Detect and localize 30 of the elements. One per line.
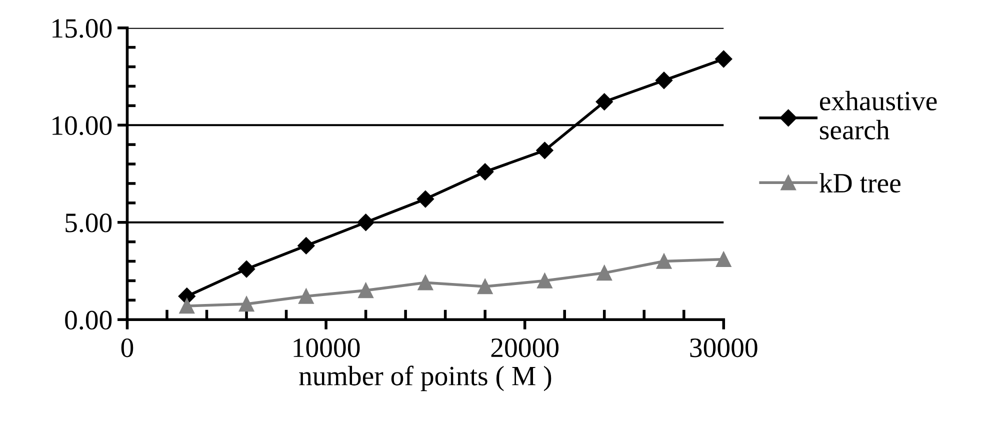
x-axis-title: number of points ( M ): [299, 366, 552, 392]
point: [298, 288, 314, 304]
point: [358, 282, 374, 298]
point: [596, 265, 612, 281]
legend-label: kD tree: [819, 173, 900, 193]
y-tick-label: 10.00: [52, 116, 112, 136]
x-tick-label: 20000: [491, 338, 558, 358]
point: [476, 163, 494, 180]
point: [715, 50, 732, 68]
x-tick-label: 0: [121, 338, 134, 358]
point: [416, 190, 434, 208]
point: [716, 252, 732, 267]
point: [656, 254, 672, 269]
point: [655, 72, 673, 89]
point: [536, 142, 554, 159]
point: [418, 275, 434, 290]
point: [537, 273, 552, 288]
point: [357, 214, 374, 231]
point: [238, 296, 254, 312]
point: [238, 260, 256, 278]
point: [179, 298, 195, 314]
y-tick-label: 5.00: [66, 214, 112, 232]
x-tick-label: 30000: [690, 338, 758, 358]
point: [298, 237, 315, 254]
legend-label: exhaustive search: [820, 90, 937, 140]
x-tick-label: 10000: [294, 338, 360, 358]
y-tick-label: 15.00: [52, 19, 112, 38]
y-tick-label: 0.00: [65, 310, 112, 330]
point: [477, 278, 493, 294]
point: [596, 93, 613, 110]
